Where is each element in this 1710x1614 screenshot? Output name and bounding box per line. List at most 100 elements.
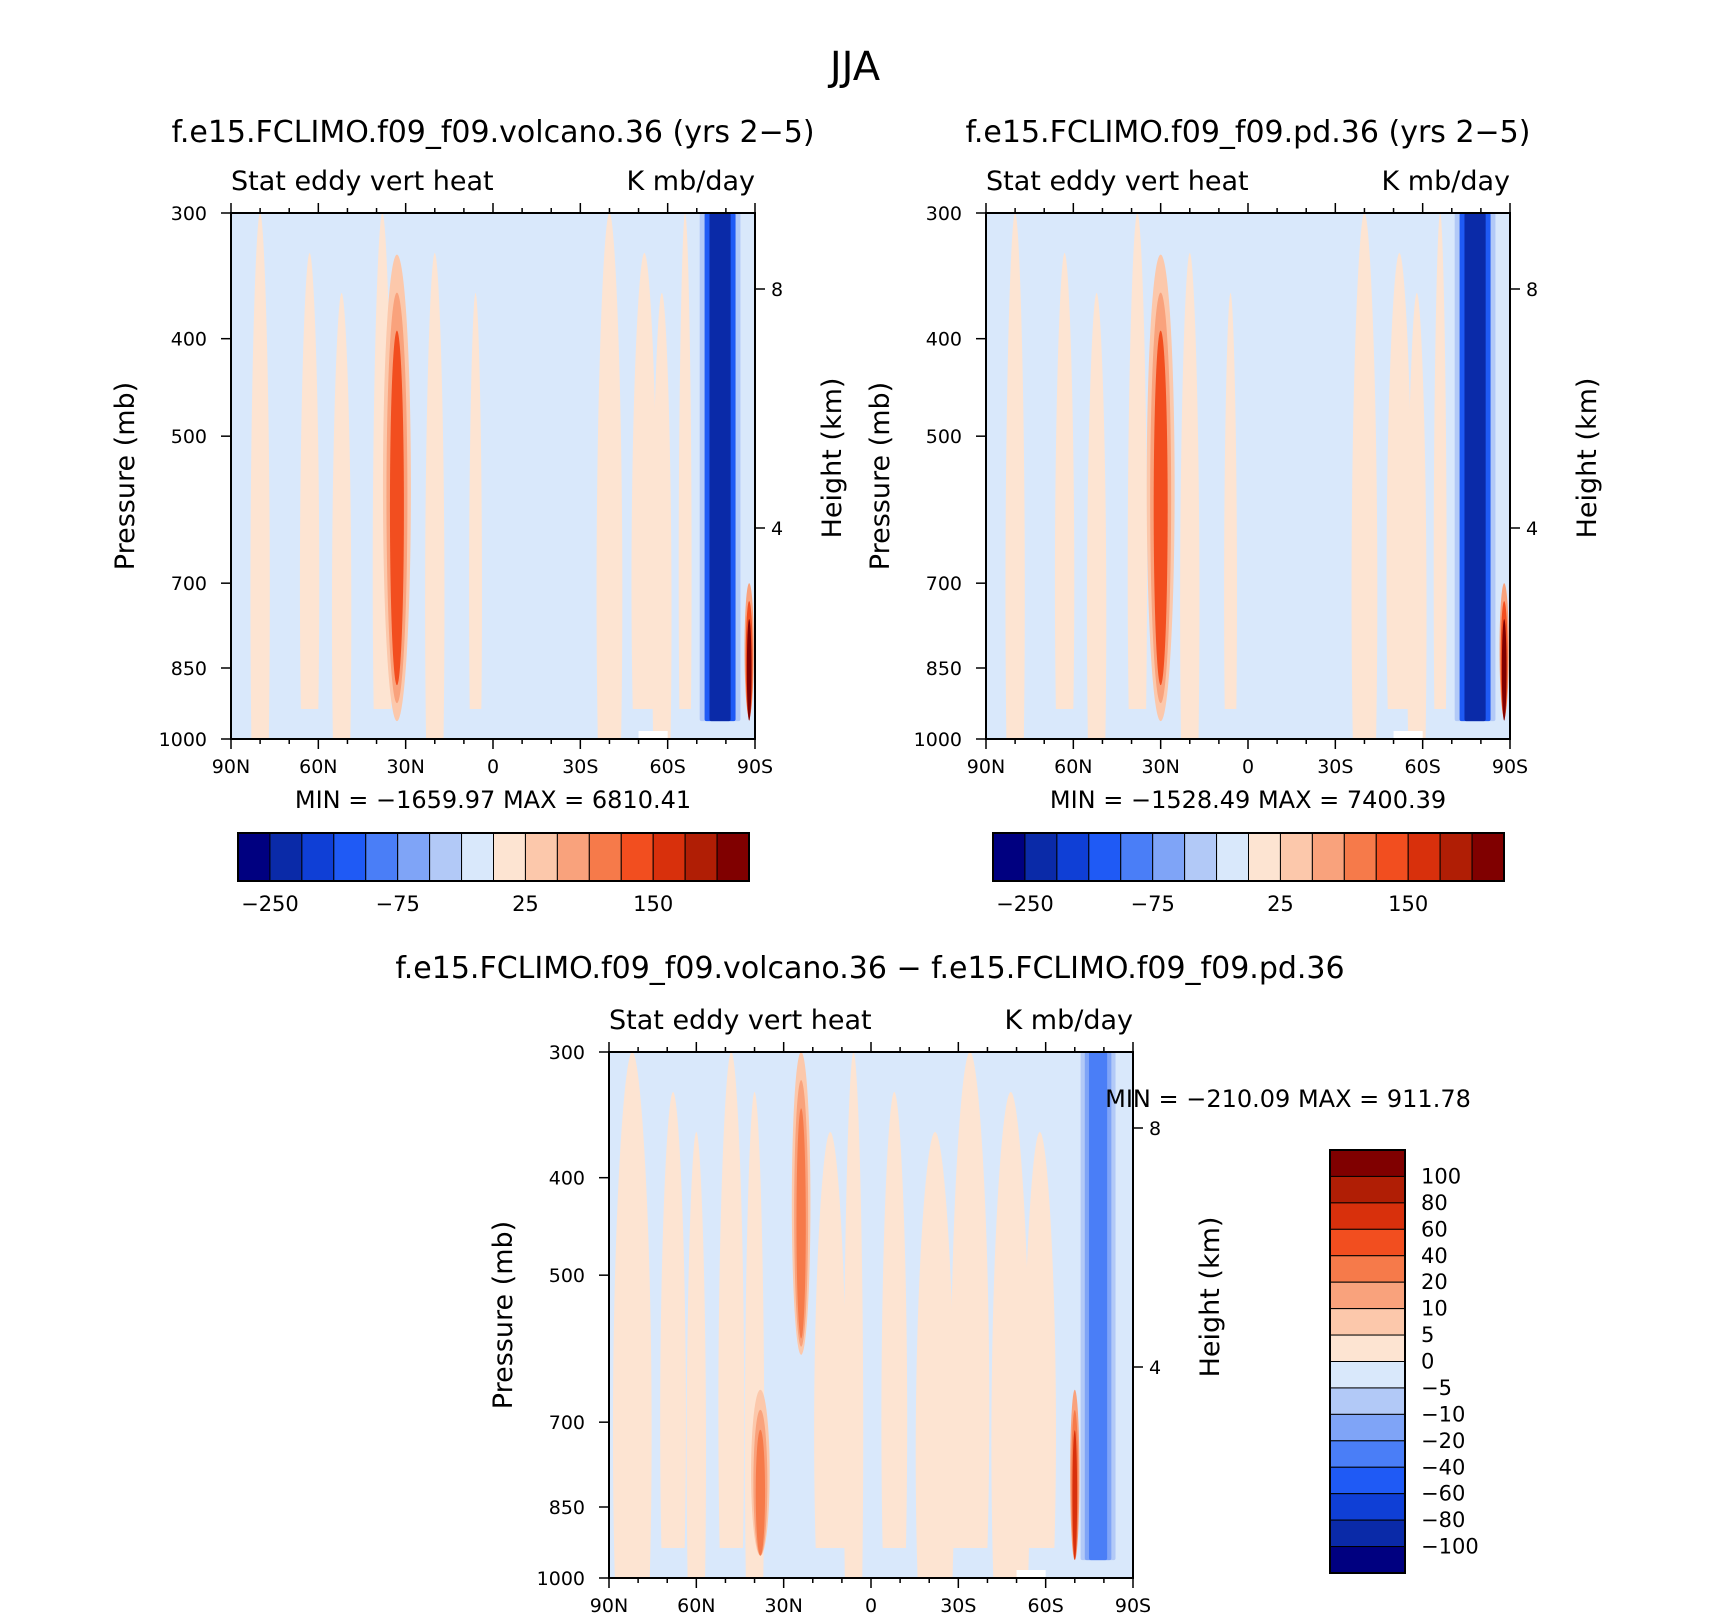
y-tick-label: 400 — [926, 329, 962, 351]
colorbar-swatch — [1311, 832, 1345, 882]
colorbar-swatch — [397, 832, 431, 882]
y-tick-label: 500 — [549, 1265, 585, 1287]
colorbar-tick-label: 40 — [1421, 1244, 1448, 1268]
left-subtitle: Stat eddy vert heat — [231, 166, 494, 197]
contour-streak — [1386, 253, 1413, 709]
y-tick-label: 1000 — [537, 1568, 585, 1590]
contour-streak — [881, 1092, 908, 1548]
right-subtitle: K mb/day — [1005, 1005, 1134, 1036]
missing-data-patch — [638, 731, 668, 739]
colorbar-swatch — [1329, 1308, 1406, 1336]
feature-band — [1464, 213, 1486, 722]
x-tick-label: 60N — [299, 756, 337, 778]
figure-title: JJA — [827, 44, 881, 90]
colorbar-swatch — [1329, 1202, 1406, 1230]
left-subtitle: Stat eddy vert heat — [986, 166, 1249, 197]
x-tick-label: 30N — [386, 756, 424, 778]
colorbar-tick-label: −80 — [1421, 1508, 1465, 1532]
colorbar-swatch — [461, 832, 494, 882]
panel-title: f.e15.FCLIMO.f09_f09.volcano.36 (yrs 2−5… — [171, 115, 814, 150]
colorbar-swatch — [333, 832, 367, 882]
feature-band — [1088, 1052, 1108, 1561]
contour-streak — [250, 213, 270, 739]
colorbar-tick-label: −40 — [1421, 1455, 1465, 1479]
colorbar-swatch — [1279, 832, 1313, 882]
colorbar-tick-label: −10 — [1421, 1402, 1465, 1426]
y-tick-label: 700 — [926, 573, 962, 595]
contour-streak — [469, 293, 482, 709]
y-tick-label: 300 — [926, 203, 962, 225]
colorbar-tick-label: −60 — [1421, 1482, 1465, 1506]
feature-contour — [389, 330, 404, 686]
x-tick-label: 90S — [1115, 1595, 1151, 1614]
y-tick-label: 400 — [171, 329, 207, 351]
left-subtitle: Stat eddy vert heat — [609, 1005, 872, 1036]
colorbar-swatch — [1216, 832, 1249, 882]
x-tick-label: 30N — [764, 1595, 802, 1614]
colorbar-tick-label: 150 — [633, 892, 673, 916]
colorbar-swatch — [493, 832, 526, 882]
colorbar-swatch — [716, 832, 750, 882]
colorbar-swatch — [588, 832, 622, 882]
y-axis-label: Pressure (mb) — [865, 382, 896, 570]
contour-streak — [596, 213, 623, 739]
colorbar-swatch — [1329, 1334, 1406, 1362]
right-subtitle: K mb/day — [627, 166, 756, 197]
colorbar-tick-label: 25 — [1267, 892, 1294, 916]
colorbar-swatch — [1088, 832, 1122, 882]
colorbar-swatch — [1329, 1440, 1406, 1468]
colorbar-swatch — [1329, 1466, 1406, 1495]
colorbar-tick-label: −5 — [1421, 1376, 1452, 1400]
y-right-axis-label: Height (km) — [1572, 378, 1603, 539]
y-axis-label: Pressure (mb) — [488, 1221, 519, 1409]
colorbar-tick-label: −75 — [376, 892, 420, 916]
contour-streak — [843, 1052, 864, 1578]
contour-streak — [299, 253, 320, 709]
chart-panel-1: f.e15.FCLIMO.f09_f09.volcano.36 (yrs 2−5… — [110, 115, 848, 916]
x-tick-label: 30S — [940, 1595, 976, 1614]
missing-data-patch — [1016, 1570, 1046, 1578]
colorbar-swatch — [1329, 1493, 1406, 1521]
y-right-tick-label: 4 — [771, 518, 783, 540]
contour-streak — [1433, 213, 1447, 709]
feature-contour — [1153, 330, 1168, 686]
colorbar-tick-label: 150 — [1388, 892, 1428, 916]
colorbar-tick-label: 25 — [512, 892, 539, 916]
colorbar-tick-label: −250 — [996, 892, 1054, 916]
colorbar-swatch — [1329, 1175, 1406, 1204]
colorbar-swatch — [992, 832, 1026, 882]
x-tick-label: 90S — [737, 756, 773, 778]
heatmap-field — [609, 1052, 1133, 1578]
colorbar-swatch — [1329, 1519, 1406, 1548]
colorbar-swatch — [365, 832, 399, 882]
contour-streak — [425, 253, 445, 739]
contour-streak — [1351, 213, 1378, 739]
colorbar: −250 −75 25 150 — [992, 832, 1505, 916]
colorbar: −250 −75 25 150 — [237, 832, 750, 916]
colorbar-swatch — [1329, 1413, 1406, 1442]
x-tick-label: 60N — [1054, 756, 1092, 778]
colorbar-tick-label: 5 — [1421, 1323, 1434, 1347]
x-tick-label: 60S — [650, 756, 686, 778]
colorbar-tick-label: 20 — [1421, 1270, 1448, 1294]
heatmap-field — [986, 213, 1510, 739]
colorbar-swatch — [524, 832, 558, 882]
colorbar-swatch — [620, 832, 654, 882]
min-max-stats: MIN = −1659.97 MAX = 6810.41 — [295, 786, 691, 814]
contour-streak — [1127, 213, 1148, 709]
y-tick-label: 850 — [171, 658, 207, 680]
y-tick-label: 500 — [171, 426, 207, 448]
colorbar-swatch — [652, 832, 686, 882]
x-tick-label: 30N — [1141, 756, 1179, 778]
feature-band — [709, 213, 731, 722]
x-tick-label: 30S — [562, 756, 598, 778]
y-tick-label: 700 — [549, 1412, 585, 1434]
y-tick-label: 850 — [926, 658, 962, 680]
y-tick-label: 300 — [171, 203, 207, 225]
colorbar-swatch — [1329, 1546, 1406, 1574]
y-tick-label: 700 — [171, 573, 207, 595]
panel-title: f.e15.FCLIMO.f09_f09.volcano.36 − f.e15.… — [395, 951, 1344, 986]
colorbar-swatch — [1471, 832, 1505, 882]
colorbar-swatch — [1329, 1361, 1406, 1389]
